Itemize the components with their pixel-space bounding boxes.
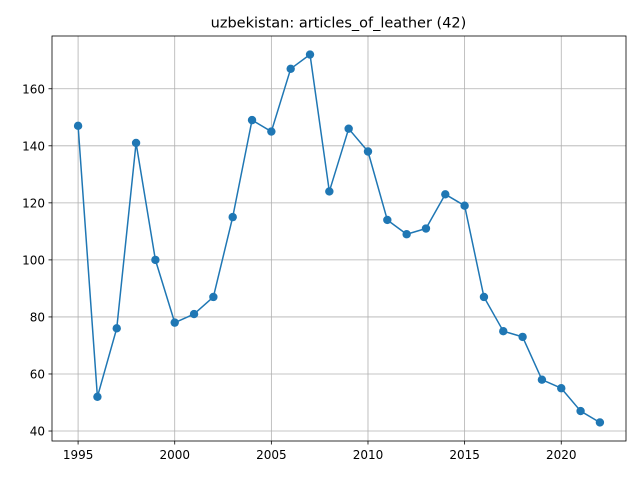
data-point: [595, 418, 605, 427]
data-point: [363, 147, 373, 156]
data-point: [479, 292, 489, 302]
y-tick-label: 120: [22, 196, 45, 210]
data-point: [93, 392, 102, 401]
data-point: [131, 138, 141, 148]
data-point: [557, 384, 566, 393]
y-tick-label: 80: [30, 310, 45, 324]
data-point: [576, 406, 585, 416]
axes-frame: [51, 35, 627, 442]
grid-lines: [52, 36, 626, 441]
data-point: [267, 127, 276, 136]
data-series: [73, 50, 605, 427]
data-point: [518, 332, 527, 342]
data-point: [460, 201, 469, 210]
data-point: [151, 255, 160, 265]
data-point: [286, 64, 295, 73]
data-point: [73, 121, 83, 131]
data-point: [537, 375, 547, 384]
data-point: [325, 187, 334, 196]
data-point: [209, 292, 218, 302]
data-point: [344, 124, 353, 133]
data-point: [228, 212, 237, 222]
series-line: [77, 53, 601, 424]
plot-frame: [51, 35, 627, 442]
data-point: [421, 224, 431, 233]
y-tick-label: 100: [22, 253, 45, 267]
data-point: [441, 190, 450, 199]
x-tick-label: 2015: [449, 448, 480, 462]
y-axis-ticks: 40 60 80 100 120 140 160: [22, 82, 52, 439]
y-tick-label: 60: [30, 367, 45, 381]
x-tick-label: 2000: [159, 448, 190, 462]
data-point: [499, 326, 508, 336]
x-tick-label: 2020: [546, 448, 577, 462]
y-tick-label: 140: [22, 139, 45, 153]
data-point: [383, 215, 392, 225]
data-point: [247, 115, 257, 125]
data-point: [112, 324, 121, 333]
y-tick-label: 40: [30, 425, 45, 439]
x-axis-ticks: 1995 2000 2005 2010 2015 2020: [63, 441, 577, 462]
data-point: [305, 50, 315, 59]
x-tick-label: 2005: [256, 448, 287, 462]
data-point: [189, 309, 199, 319]
data-point: [170, 318, 179, 327]
x-tick-label: 1995: [63, 448, 94, 462]
chart-title: uzbekistan: articles_of_leather (42): [211, 16, 467, 32]
data-point: [402, 230, 411, 239]
y-tick-label: 160: [22, 82, 45, 96]
x-tick-label: 2010: [353, 448, 384, 462]
